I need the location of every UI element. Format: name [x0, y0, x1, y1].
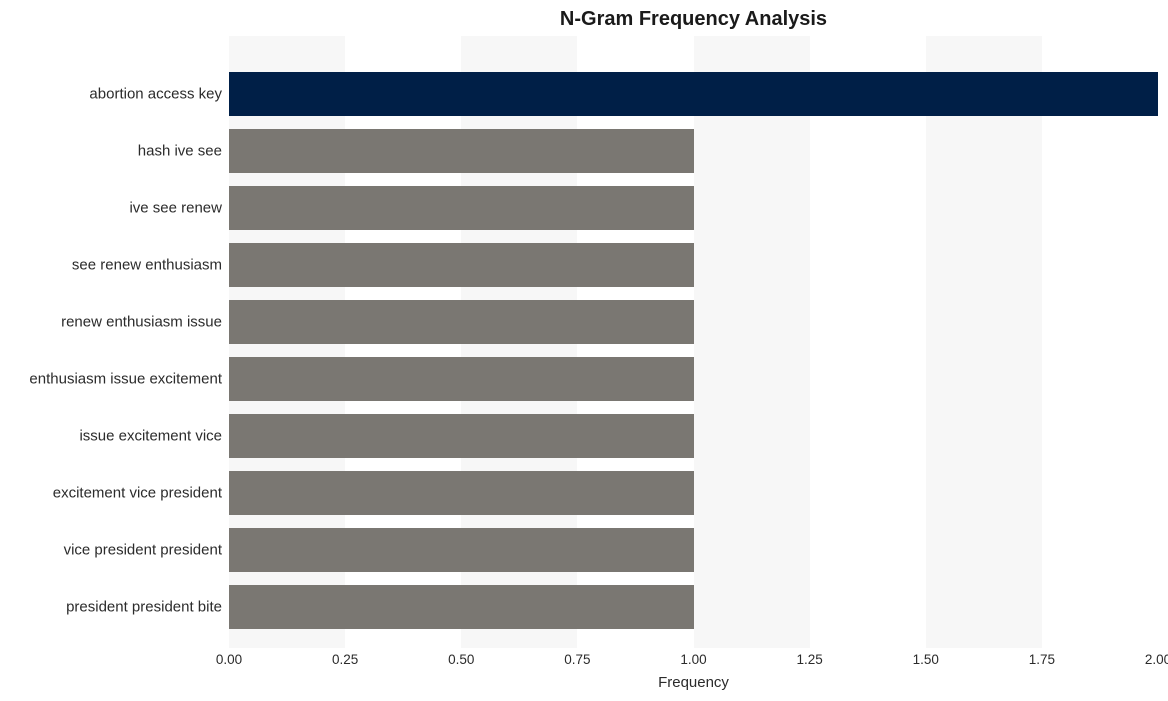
x-tick-label: 1.00: [680, 652, 706, 667]
y-tick-label: ive see renew: [2, 199, 222, 216]
y-tick-label: see renew enthusiasm: [2, 256, 222, 273]
bars-layer: [229, 36, 1158, 648]
x-tick-label: 1.75: [1029, 652, 1055, 667]
bar: [229, 129, 694, 173]
x-tick-label: 0.00: [216, 652, 242, 667]
y-tick-label: vice president president: [2, 541, 222, 558]
y-tick-label: abortion access key: [2, 85, 222, 102]
y-tick-label: hash ive see: [2, 142, 222, 159]
bar: [229, 528, 694, 572]
x-tick-label: 0.50: [448, 652, 474, 667]
x-axis-title: Frequency: [0, 674, 1168, 691]
x-tick-label: 1.50: [913, 652, 939, 667]
bar: [229, 471, 694, 515]
y-tick-label: president president bite: [2, 598, 222, 615]
ngram-frequency-chart: N-Gram Frequency Analysis abortion acces…: [0, 0, 1168, 701]
x-tick-label: 0.25: [332, 652, 358, 667]
chart-title: N-Gram Frequency Analysis: [0, 8, 1168, 31]
bar: [229, 243, 694, 287]
y-tick-label: issue excitement vice: [2, 427, 222, 444]
bar: [229, 357, 694, 401]
x-tick-label: 2.00: [1145, 652, 1168, 667]
bar: [229, 186, 694, 230]
bar: [229, 585, 694, 629]
bar: [229, 414, 694, 458]
x-tick-label: 0.75: [564, 652, 590, 667]
y-tick-label: excitement vice president: [2, 484, 222, 501]
bar: [229, 72, 1158, 116]
bar: [229, 300, 694, 344]
x-tick-label: 1.25: [796, 652, 822, 667]
y-tick-label: renew enthusiasm issue: [2, 313, 222, 330]
y-tick-label: enthusiasm issue excitement: [2, 370, 222, 387]
